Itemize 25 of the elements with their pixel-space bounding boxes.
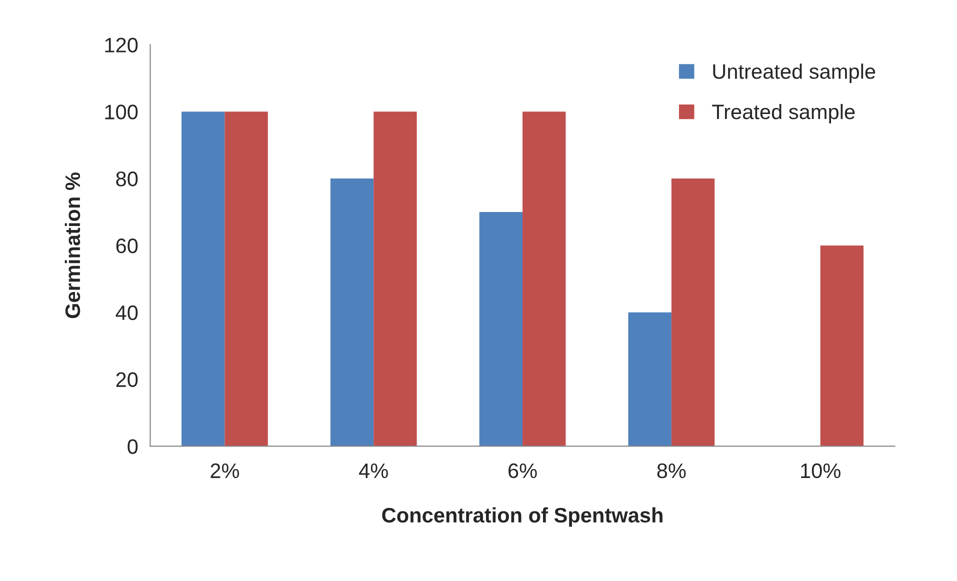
x-tick-label: 6% <box>508 463 537 478</box>
legend-label: Untreated sample <box>713 64 876 84</box>
x-tick-label: 4% <box>359 464 388 478</box>
y-tick-label: 60 <box>116 238 138 254</box>
bar <box>374 112 417 446</box>
bar <box>820 245 864 446</box>
bar <box>330 178 374 446</box>
y-tick-label: 100 <box>105 104 138 120</box>
x-tick-label: 8% <box>657 463 686 478</box>
bar <box>628 312 672 446</box>
bar <box>224 112 268 446</box>
x-tick-label: 2% <box>210 463 240 478</box>
y-tick-label: 0 <box>128 439 138 454</box>
y-tick-label: 120 <box>105 38 138 52</box>
y-tick-label: 20 <box>116 372 138 388</box>
bar <box>671 178 715 446</box>
bar <box>479 212 523 446</box>
y-tick-label: 80 <box>116 172 138 186</box>
x-tick-label: 10% <box>801 463 840 478</box>
x-axis-title: Concentration of Spentwash <box>382 507 662 527</box>
legend-label: Treated sample <box>712 104 855 124</box>
bar <box>182 112 225 446</box>
bar <box>522 112 566 446</box>
y-axis-title: Germination % <box>64 172 80 318</box>
y-tick-label: 40 <box>116 305 138 320</box>
